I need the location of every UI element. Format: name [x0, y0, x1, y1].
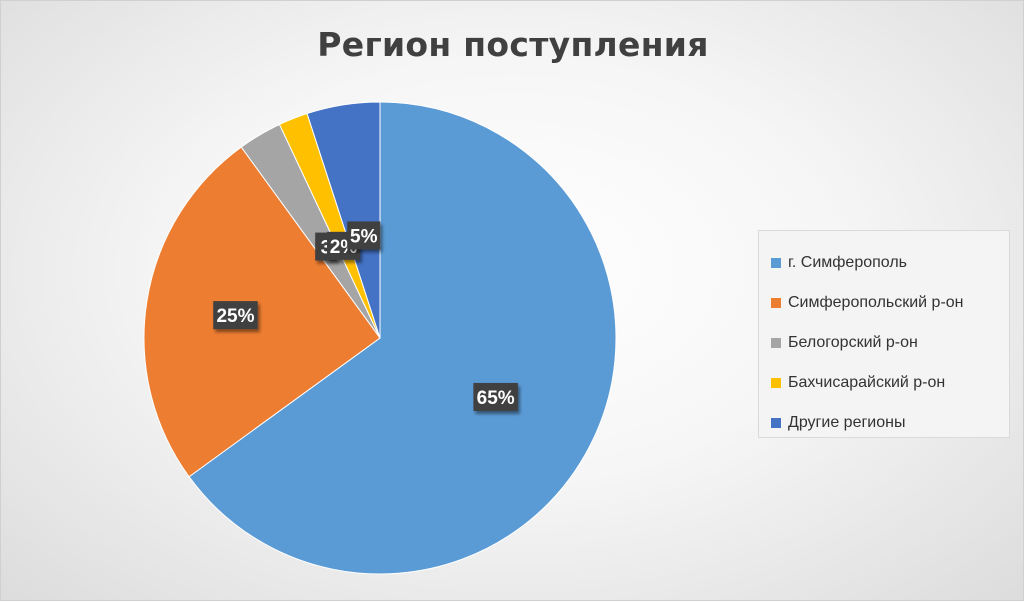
legend-swatch: [771, 298, 781, 308]
data-label-box: [347, 221, 381, 250]
legend-swatch: [771, 258, 781, 268]
legend-swatch: [771, 378, 781, 388]
chart-title: Регион поступления: [317, 25, 709, 64]
legend-label: г. Симферополь: [788, 254, 908, 271]
legend-item: Другие регионы: [771, 403, 1009, 443]
data-label: 65%: [473, 382, 518, 411]
legend-label: Другие регионы: [788, 414, 906, 431]
legend-item: Симферопольский р-он: [771, 283, 1009, 323]
data-label-text: 5%: [350, 226, 378, 247]
pie-slice: [188, 101, 617, 575]
pie-slices: [143, 101, 617, 575]
data-label-box: [213, 301, 258, 330]
legend-item: Бахчисарайский р-он: [771, 363, 1009, 403]
data-label: 25%: [213, 301, 258, 330]
data-label-text: 3: [321, 238, 332, 259]
data-label-text: 65%: [477, 388, 515, 409]
legend-swatch: [771, 418, 781, 428]
legend-item: Белогорский р-он: [771, 323, 1009, 363]
legend-label: Бахчисарайский р-он: [788, 374, 946, 391]
data-label-box: [473, 382, 518, 411]
data-label-text: 25%: [216, 306, 254, 327]
pie-slice: [306, 101, 381, 339]
legend: г. Симферополь Симферопольский р-он Белого…: [758, 230, 1010, 438]
pie-slice: [143, 146, 381, 478]
legend-label: Симферопольский р-он: [788, 294, 964, 311]
legend-swatch: [771, 338, 781, 348]
pie-data-labels: 65%25%32%5%: [213, 221, 518, 411]
data-label: 5%: [347, 221, 381, 250]
legend-label: Белогорский р-он: [788, 334, 918, 351]
legend-item: г. Симферополь: [771, 243, 1009, 283]
